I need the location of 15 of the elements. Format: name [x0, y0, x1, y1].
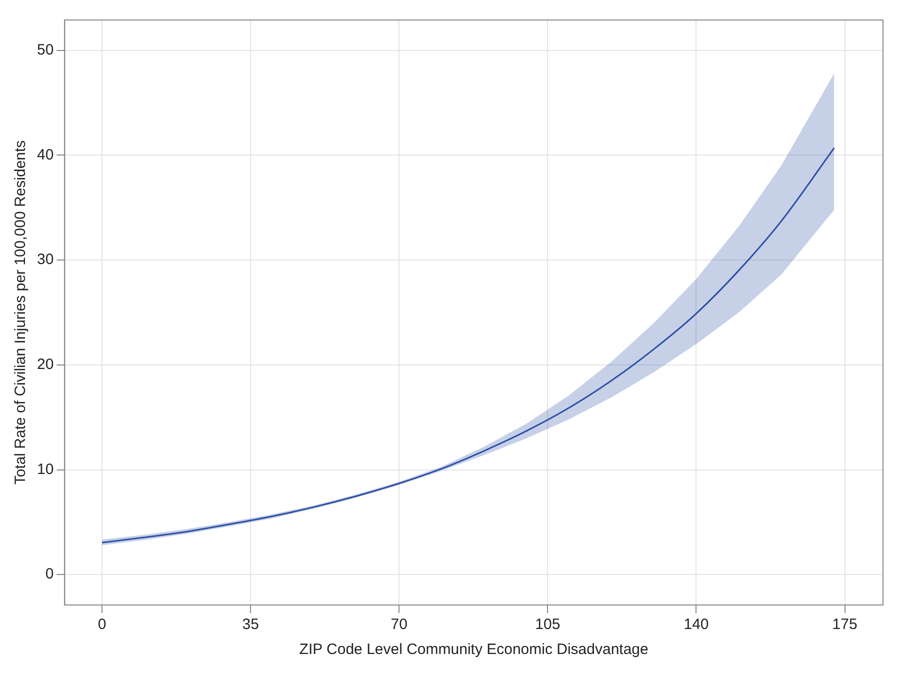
- y-axis-title: Total Rate of Civilian Injuries per 100,000 Residents: [12, 140, 30, 485]
- x-tick-label: 0: [98, 616, 106, 634]
- x-tick-label: 140: [684, 616, 709, 634]
- line-series: [101, 147, 835, 544]
- x-tick-label: 175: [832, 616, 858, 634]
- x-tick-label: 35: [242, 616, 259, 634]
- x-tick-label: 70: [390, 616, 408, 634]
- y-tick-label: 30: [36, 251, 54, 268]
- y-tick-label: 10: [36, 460, 54, 478]
- x-tick-label: 105: [535, 616, 560, 634]
- y-tick-label: 0: [45, 566, 54, 583]
- y-tick-label: 50: [36, 42, 54, 59]
- y-tick-label: 40: [36, 146, 54, 164]
- y-tick-label: 20: [36, 356, 54, 374]
- x-axis-title: ZIP Code Level Community Economic Disadvantage: [299, 641, 648, 658]
